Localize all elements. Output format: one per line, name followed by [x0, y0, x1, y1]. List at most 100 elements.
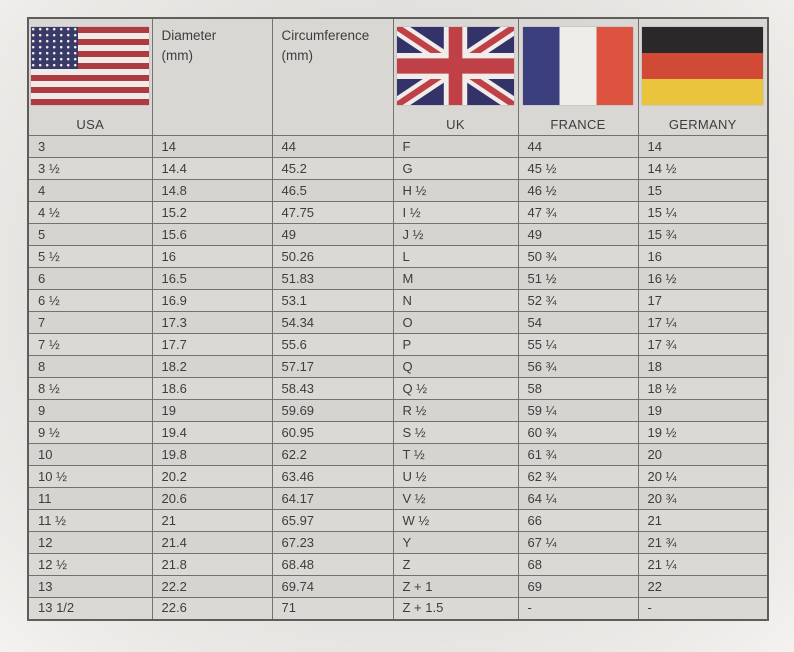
table-cell: 16 ½: [637, 267, 769, 290]
table-cell: 60 ¾: [517, 421, 639, 444]
table-cell: P: [392, 333, 519, 356]
table-cell: 14 ½: [637, 157, 769, 180]
header-row: USA Diameter (mm) Circumference (mm): [27, 17, 769, 136]
uk-flag-icon: [397, 27, 514, 105]
table-row: 13 22.2 69.74 Z + 1 69 22: [27, 575, 769, 598]
table-cell: L: [392, 245, 519, 268]
table-cell: Z + 1.5: [392, 597, 519, 620]
table-cell: 14.8: [151, 179, 273, 202]
table-cell: 16.9: [151, 289, 273, 312]
table-body: 3 14 44 F 44 14 3 ½ 14.4 45.2 G 45 ½ 14 ½ 4 14.8 46.5 H…: [27, 135, 769, 620]
table-cell: M: [392, 267, 519, 290]
table-cell: W ½: [392, 509, 519, 532]
germany-flag-icon: [642, 27, 764, 105]
table-cell: 60.95: [271, 421, 394, 444]
table-cell: 17: [637, 289, 769, 312]
table-cell: -: [637, 597, 769, 620]
table-cell: 50 ¾: [517, 245, 639, 268]
table-cell: 20.6: [151, 487, 273, 510]
table-row: 7 17.3 54.34 O 54 17 ¼: [27, 311, 769, 334]
table-cell: 18: [637, 355, 769, 378]
table-cell: 49: [517, 223, 639, 246]
table-cell: 11: [27, 487, 153, 510]
table-cell: 68: [517, 553, 639, 576]
table-cell: 6 ½: [27, 289, 153, 312]
table-cell: 15.2: [151, 201, 273, 224]
table-row: 5 ½ 16 50.26 L 50 ¾ 16: [27, 245, 769, 268]
table-cell: 11 ½: [27, 509, 153, 532]
circumference-header-label: Circumference (mm): [281, 28, 370, 64]
table-cell: 69.74: [271, 575, 394, 598]
table-cell: 54.34: [271, 311, 394, 334]
table-cell: 19.4: [151, 421, 273, 444]
table-cell: Z: [392, 553, 519, 576]
table-cell: 4: [27, 179, 153, 202]
table-row: 8 18.2 57.17 Q 56 ¾ 18: [27, 355, 769, 378]
table-cell: 13 1/2: [27, 597, 153, 620]
table-cell: 20.2: [151, 465, 273, 488]
table-cell: 62 ¾: [517, 465, 639, 488]
table-cell: 44: [517, 135, 639, 158]
table-cell: 14: [637, 135, 769, 158]
table-cell: 15.6: [151, 223, 273, 246]
table-cell: 21: [637, 509, 769, 532]
table-cell: 68.48: [271, 553, 394, 576]
table-cell: Z + 1: [392, 575, 519, 598]
diameter-header-label: Diameter (mm): [161, 28, 217, 64]
table-cell: 62.2: [271, 443, 394, 466]
table-cell: 17.7: [151, 333, 273, 356]
table-cell: 8: [27, 355, 153, 378]
circumference-header-cell: Circumference (mm): [271, 17, 394, 136]
table-row: 6 16.5 51.83 M 51 ½ 16 ½: [27, 267, 769, 290]
table-row: 10 19.8 62.2 T ½ 61 ¾ 20: [27, 443, 769, 466]
table-cell: 51 ½: [517, 267, 639, 290]
table-cell: 59.69: [271, 399, 394, 422]
table-cell: 14: [151, 135, 273, 158]
table-cell: 54: [517, 311, 639, 334]
table-cell: H ½: [392, 179, 519, 202]
table-cell: 14.4: [151, 157, 273, 180]
table-row: 3 14 44 F 44 14: [27, 135, 769, 158]
table-cell: 10 ½: [27, 465, 153, 488]
table-cell: 44: [271, 135, 394, 158]
table-cell: 13: [27, 575, 153, 598]
table-cell: 9: [27, 399, 153, 422]
table-cell: 47.75: [271, 201, 394, 224]
table-cell: 45.2: [271, 157, 394, 180]
france-header-cell: FRANCE: [517, 17, 639, 136]
table-cell: 64 ¼: [517, 487, 639, 510]
table-cell: 16: [637, 245, 769, 268]
table-cell: F: [392, 135, 519, 158]
table-cell: 21 ¾: [637, 531, 769, 554]
table-cell: 71: [271, 597, 394, 620]
table-cell: 58.43: [271, 377, 394, 400]
table-cell: U ½: [392, 465, 519, 488]
table-cell: 15 ¾: [637, 223, 769, 246]
table-cell: 7: [27, 311, 153, 334]
table-row: 10 ½ 20.2 63.46 U ½ 62 ¾ 20 ¼: [27, 465, 769, 488]
table-cell: Q: [392, 355, 519, 378]
table-cell: 51.83: [271, 267, 394, 290]
table-cell: S ½: [392, 421, 519, 444]
table-cell: 56 ¾: [517, 355, 639, 378]
table-row: 5 15.6 49 J ½ 49 15 ¾: [27, 223, 769, 246]
table-cell: 46 ½: [517, 179, 639, 202]
table-cell: 58: [517, 377, 639, 400]
table-cell: R ½: [392, 399, 519, 422]
table-row: 11 20.6 64.17 V ½ 64 ¼ 20 ¾: [27, 487, 769, 510]
table-cell: 61 ¾: [517, 443, 639, 466]
table-row: 12 ½ 21.8 68.48 Z 68 21 ¼: [27, 553, 769, 576]
table-cell: 4 ½: [27, 201, 153, 224]
table-cell: 22.6: [151, 597, 273, 620]
table-cell: 21.4: [151, 531, 273, 554]
table-cell: 8 ½: [27, 377, 153, 400]
france-flag-icon: [523, 27, 633, 105]
table-cell: 20 ¼: [637, 465, 769, 488]
table-cell: 12 ½: [27, 553, 153, 576]
germany-label: GERMANY: [668, 117, 737, 132]
table-cell: 19.8: [151, 443, 273, 466]
table-cell: 7 ½: [27, 333, 153, 356]
table-cell: G: [392, 157, 519, 180]
table-cell: Y: [392, 531, 519, 554]
table-cell: 21: [151, 509, 273, 532]
